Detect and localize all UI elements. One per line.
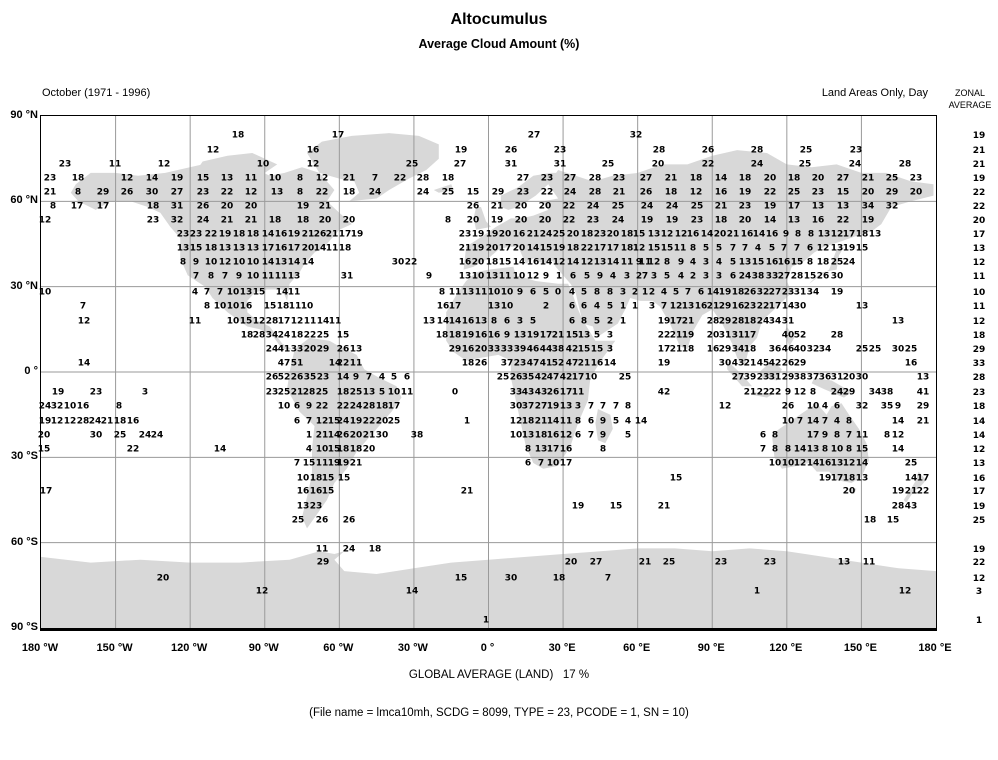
- zonal-average-header: ZONAL AVERAGE: [945, 87, 995, 111]
- zonal-average-value: 19: [972, 545, 986, 555]
- zonal-average-value: 17: [972, 230, 986, 240]
- zonal-average-value: 12: [972, 258, 986, 268]
- zonal-average-value: 22: [972, 188, 986, 198]
- zonal-average-value: 12: [972, 574, 986, 584]
- zonal-average-value: 18: [972, 331, 986, 341]
- x-axis-tick-label: 60 °E: [623, 642, 651, 654]
- zonal-average-value: 16: [972, 474, 986, 484]
- zonal-header-line2: AVERAGE: [948, 100, 992, 110]
- landmass-silhouette: [195, 153, 278, 182]
- x-axis-tick-label: 120 °W: [171, 642, 208, 654]
- zonal-average-value: 23: [972, 388, 986, 398]
- landmass-silhouette: [903, 471, 927, 503]
- zonal-average-value: 18: [972, 402, 986, 412]
- zonal-average-value: 12: [972, 445, 986, 455]
- x-axis-tick-label: 90 °W: [248, 642, 279, 654]
- page-title: Altocumulus: [450, 11, 548, 28]
- period-label: October (1971 - 1996): [42, 87, 151, 99]
- landmass-silhouette: [463, 150, 934, 367]
- y-axis-tick-label: 30 °S: [10, 450, 38, 463]
- landmass-silhouette: [759, 360, 782, 381]
- x-axis-tick-label: 30 °E: [548, 642, 576, 654]
- landmass-silhouette: [771, 403, 869, 483]
- x-axis-tick-label: 180 °W: [21, 642, 59, 654]
- x-axis-tick-label: 150 °W: [96, 642, 133, 654]
- zonal-average-value: 13: [972, 244, 986, 254]
- y-axis-tick-label: 30 °N: [10, 279, 38, 292]
- zonal-average-value: 3: [975, 587, 983, 597]
- zonal-average-value: 12: [972, 317, 986, 327]
- landmass-silhouette: [70, 164, 352, 350]
- landmass-silhouette: [784, 326, 795, 347]
- landmass-silhouette: [433, 184, 454, 193]
- area-label: Land Areas Only, Day: [821, 87, 928, 99]
- zonal-average-value: 19: [972, 131, 986, 141]
- zonal-average-value: 14: [972, 431, 986, 441]
- landmass-silhouette: [500, 172, 559, 210]
- x-axis-tick-label: 90 °E: [697, 642, 725, 654]
- x-axis-tick-label: 30 °W: [397, 642, 428, 654]
- x-axis-tick-label: 150 °E: [843, 642, 877, 654]
- landmass-silhouette: [809, 246, 844, 284]
- y-axis-tick-label: 0 °: [24, 365, 38, 377]
- zonal-average-value: 25: [972, 516, 986, 526]
- landmass-silhouette: [811, 377, 852, 398]
- zonal-average-value: 21: [972, 146, 986, 156]
- x-axis-tick-label: 180 °E: [918, 642, 952, 654]
- landmass-silhouette: [727, 360, 752, 387]
- zonal-average-value: 11: [972, 302, 986, 312]
- zonal-average-value: 17: [972, 487, 986, 497]
- landmass-silhouette: [595, 409, 613, 444]
- landmass-silhouette: [307, 133, 439, 202]
- zonal-average-value: 28: [972, 373, 986, 383]
- zonal-average-value: 19: [972, 502, 986, 512]
- landmass-silhouette: [752, 391, 772, 398]
- zonal-average-value: 20: [972, 216, 986, 226]
- y-axis-tick-label: 90 °N: [10, 109, 38, 121]
- zonal-average-value: 21: [972, 160, 986, 170]
- y-axis-tick-label: 90 °S: [10, 621, 38, 633]
- world-map-background: [41, 116, 936, 628]
- global-average-label: GLOBAL AVERAGE (LAND) 17 %: [408, 669, 590, 681]
- zonal-average-value: 1: [975, 616, 983, 626]
- y-axis-tick-label: 60 °N: [10, 194, 38, 207]
- zonal-average-value: 11: [972, 272, 986, 282]
- x-axis-tick-label: 0 °: [480, 642, 495, 654]
- x-axis-tick-label: 60 °W: [323, 642, 354, 654]
- zonal-average-value: 10: [972, 288, 986, 298]
- landmass-silhouette: [849, 488, 857, 495]
- zonal-average-value: 22: [972, 202, 986, 212]
- zonal-average-value: 19: [972, 174, 986, 184]
- zonal-average-value: 14: [972, 417, 986, 427]
- zonal-average-value: 29: [972, 345, 986, 355]
- landmass-silhouette: [473, 207, 491, 230]
- page-subtitle: Average Cloud Amount (%): [418, 37, 580, 51]
- zonal-header-line1: ZONAL: [954, 88, 985, 98]
- zonal-average-value: 13: [972, 459, 986, 469]
- file-info-label: (File name = lmca10mh, SCDG = 8099, TYPE…: [309, 707, 689, 719]
- zonal-average-value: 22: [972, 558, 986, 568]
- landmass-silhouette: [287, 337, 402, 529]
- zonal-average-value: 33: [972, 359, 986, 369]
- y-axis-tick-label: 60 °S: [10, 535, 38, 548]
- world-map-plot: [40, 115, 937, 631]
- x-axis-tick-label: 120 °E: [769, 642, 803, 654]
